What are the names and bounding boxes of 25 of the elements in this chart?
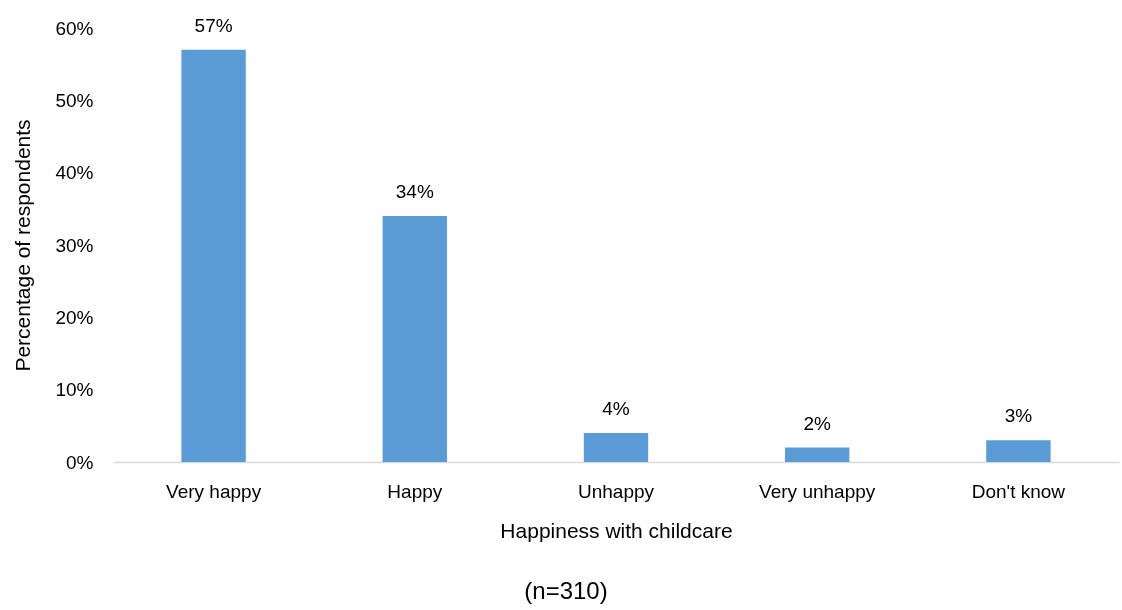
- y-tick-label: 20%: [55, 306, 94, 328]
- y-tick-label: 40%: [55, 162, 94, 184]
- y-tick-label: 10%: [55, 379, 94, 401]
- bar: [785, 447, 850, 462]
- data-label: 3%: [1004, 405, 1033, 427]
- text: (n=310): [524, 577, 608, 604]
- x-tick-label: Unhappy: [577, 480, 655, 502]
- x-axis-title: Happiness with childcare: [500, 518, 733, 542]
- data-label: 4%: [602, 398, 630, 420]
- bar: [583, 433, 649, 462]
- y-tick-label: 50%: [55, 89, 94, 111]
- x-tick-label: Very unhappy: [759, 480, 876, 502]
- y-axis-title: Percentage of respondents: [11, 119, 35, 372]
- y-tick-label: 60%: [55, 17, 94, 39]
- data-label: 2%: [803, 412, 832, 434]
- data-label: 34%: [395, 181, 434, 203]
- data-label: 57%: [194, 14, 233, 36]
- x-tick-label: Don't know: [971, 480, 1066, 502]
- bar: [181, 49, 246, 462]
- x-tick-label: Happy: [387, 480, 443, 502]
- bar: [382, 216, 447, 462]
- y-tick-label: 30%: [55, 234, 94, 256]
- x-tick-label: Very happy: [166, 480, 262, 502]
- y-tick-label: 0%: [66, 451, 94, 473]
- bar: [986, 440, 1051, 462]
